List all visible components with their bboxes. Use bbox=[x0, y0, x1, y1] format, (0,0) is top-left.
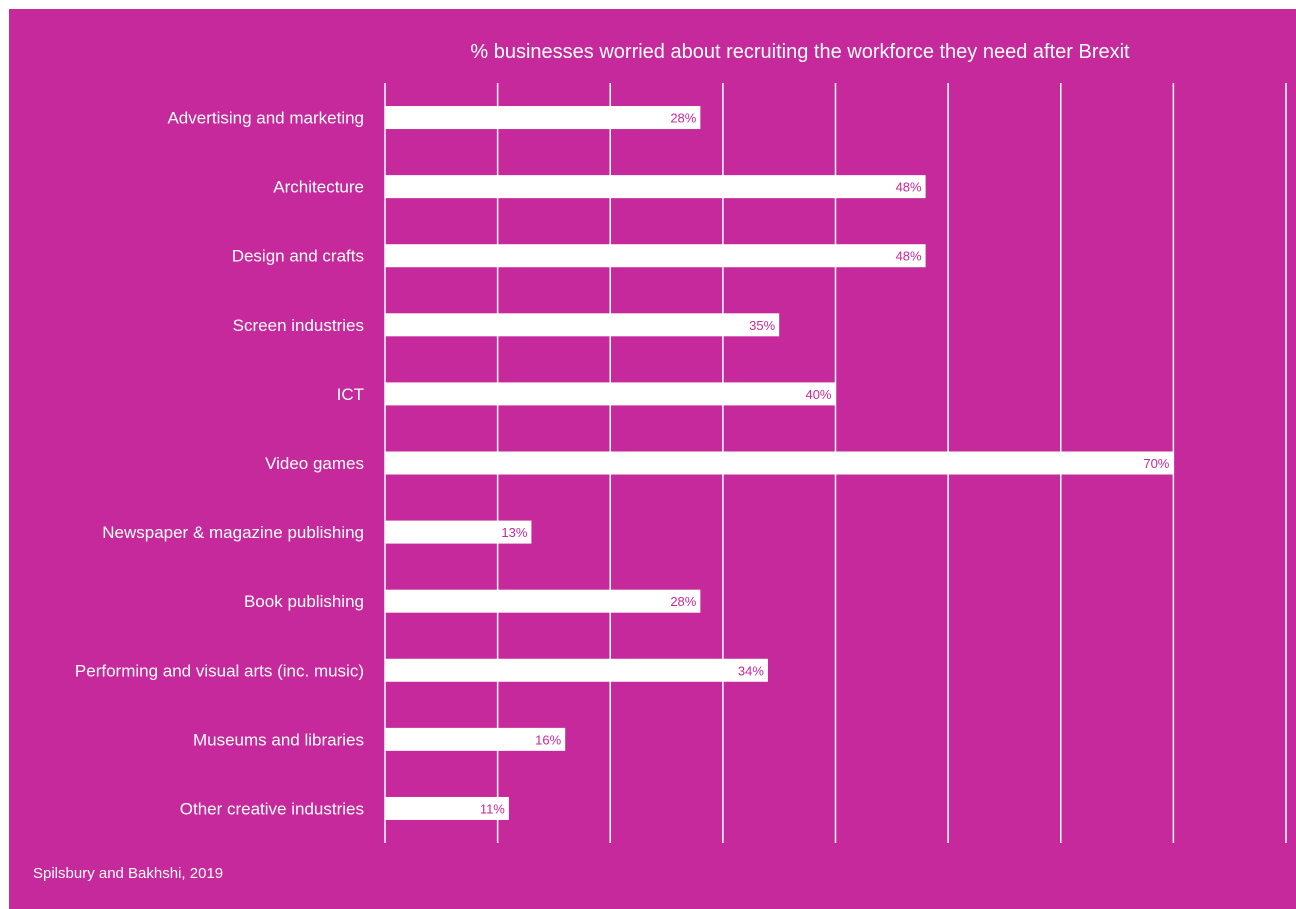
category-label: ICT bbox=[337, 385, 364, 404]
value-label: 35% bbox=[749, 318, 775, 333]
category-label: Design and crafts bbox=[232, 247, 364, 266]
value-label: 13% bbox=[501, 525, 527, 540]
bar bbox=[385, 796, 509, 820]
category-label: Screen industries bbox=[233, 316, 364, 335]
bar bbox=[385, 244, 926, 268]
bar bbox=[385, 313, 780, 337]
chart-title: % businesses worried about recruiting th… bbox=[470, 41, 1130, 63]
bar bbox=[385, 106, 701, 130]
value-labels: 28% 48% 48% 35% 40% 70% 13% 28% 34% 16% 11% bbox=[480, 111, 1170, 817]
category-label: Performing and visual arts (inc. music) bbox=[75, 661, 364, 680]
value-label: 11% bbox=[480, 801, 505, 816]
bar bbox=[385, 451, 1174, 475]
bar bbox=[385, 727, 566, 751]
bar bbox=[385, 520, 532, 544]
bar bbox=[385, 658, 768, 682]
bar bbox=[385, 382, 836, 406]
value-label: 34% bbox=[738, 663, 764, 678]
value-label: 48% bbox=[896, 249, 922, 264]
value-label: 40% bbox=[805, 387, 831, 402]
value-label: 48% bbox=[896, 180, 922, 195]
category-label: Other creative industries bbox=[180, 799, 364, 818]
category-label: Newspaper & magazine publishing bbox=[102, 523, 364, 542]
value-label: 28% bbox=[670, 594, 696, 609]
bar bbox=[385, 175, 926, 199]
category-labels: Advertising and marketing Architecture Des… bbox=[75, 109, 364, 819]
category-label: Advertising and marketing bbox=[167, 109, 364, 128]
category-label: Video games bbox=[265, 454, 364, 473]
category-label: Book publishing bbox=[244, 592, 364, 611]
bars bbox=[385, 106, 1174, 820]
category-label: Museums and libraries bbox=[193, 730, 364, 749]
source-note: Spilsbury and Bakhshi, 2019 bbox=[33, 865, 223, 882]
category-label: Architecture bbox=[273, 178, 364, 197]
bar bbox=[385, 589, 701, 613]
value-label: 70% bbox=[1143, 456, 1169, 471]
value-label: 28% bbox=[670, 111, 696, 126]
value-label: 16% bbox=[535, 732, 561, 747]
